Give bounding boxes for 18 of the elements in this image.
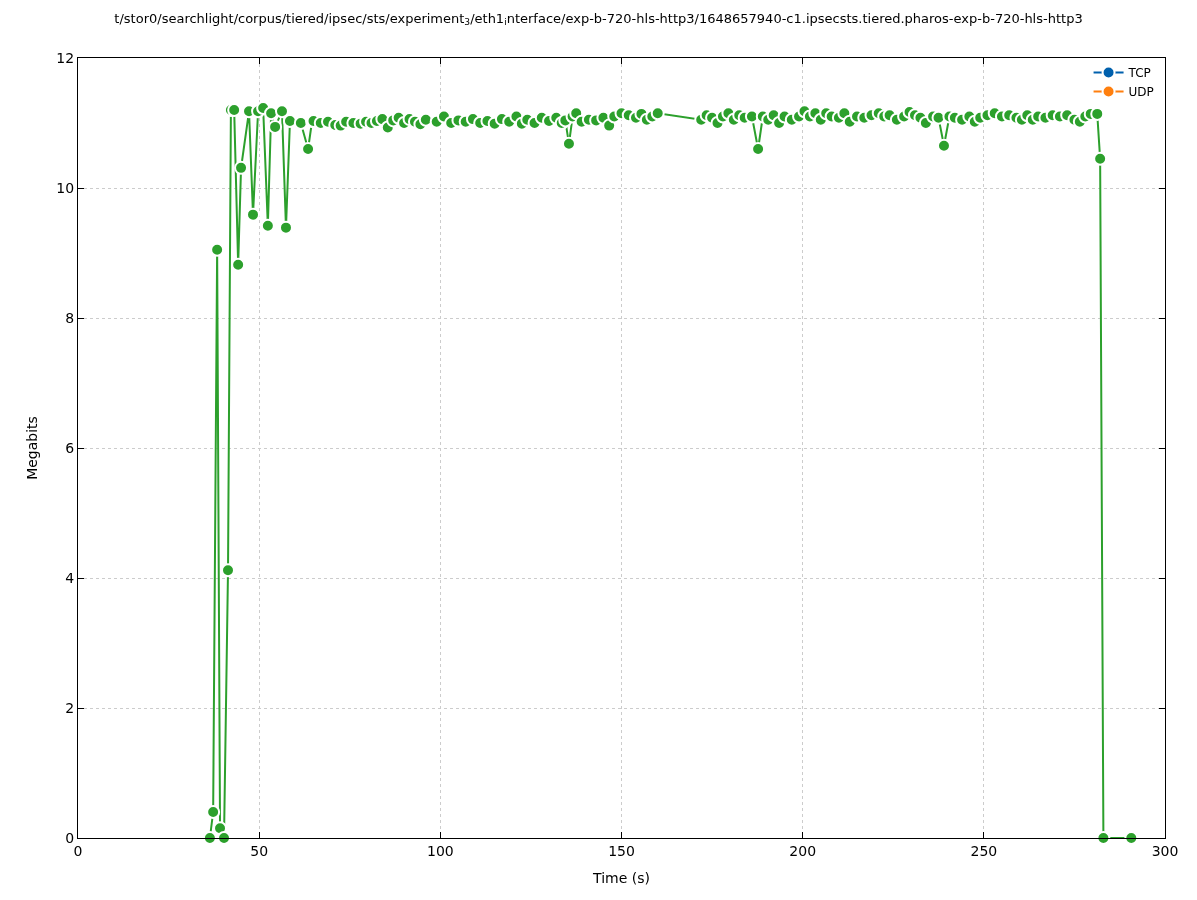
x-tick-label: 200 [789,842,817,859]
y-tick-label: 12 [56,49,75,66]
x-tick-label: 250 [970,842,998,859]
x-tick-label: 300 [1151,842,1179,859]
y-tick-label: 8 [65,309,75,326]
y-tick-label: 2 [65,699,75,716]
x-tick-label: 50 [250,842,269,859]
x-tick-label: 100 [426,842,454,859]
x-tick-label: 150 [608,842,635,859]
y-tick-label: 4 [65,569,75,586]
chart-title: t/stor0/searchlight/corpus/tiered/ipsec/sts/experiment$_{3}$/eth1$_{i}$nterface/exp-b-720-hls-http3/1648657940-c1.ipsecsts.tiered.pharos-exp-b-720-hls-http3 [114,10,1083,28]
y-tick-label: 0 [65,829,75,846]
y-tick-label: 10 [56,179,75,196]
x-axis-title: Time (s) [592,870,650,887]
legend-label: UDP [1128,85,1154,100]
legend-label: TCP [1127,66,1151,81]
y-axis-title: Megabits [23,416,40,480]
y-tick-label: 6 [65,439,75,456]
